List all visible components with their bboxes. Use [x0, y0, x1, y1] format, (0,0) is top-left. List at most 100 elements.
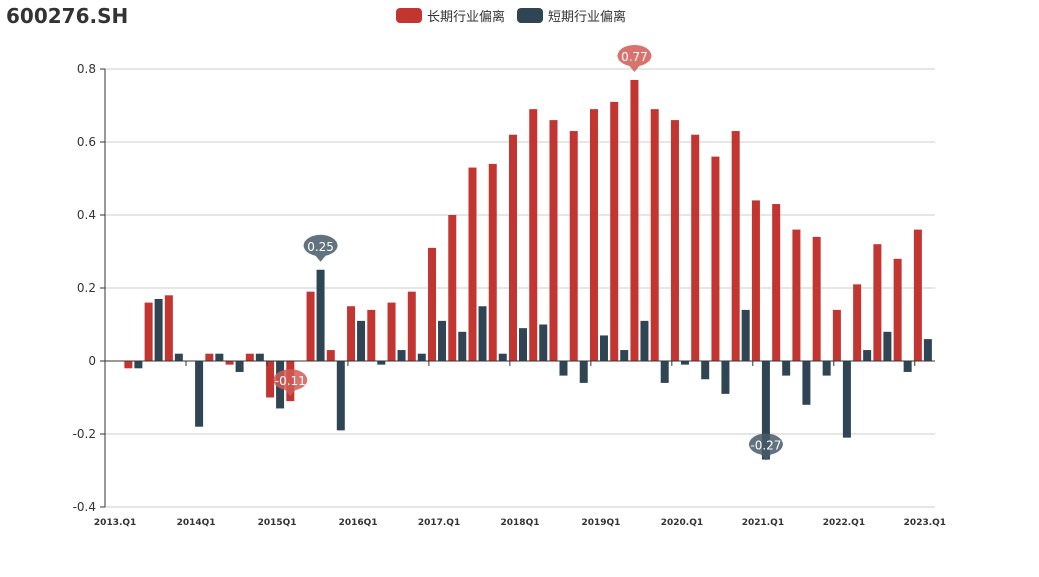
bar-long-term: [347, 306, 356, 361]
bar-short-term: [923, 339, 932, 361]
bar-long-term: [812, 236, 821, 361]
bar-long-term: [428, 247, 437, 361]
x-tick-label: 2016Q1: [339, 518, 378, 528]
bar-short-term: [215, 353, 224, 361]
bar-short-term: [255, 353, 264, 361]
bar-short-term: [782, 361, 791, 376]
bar-long-term: [792, 229, 801, 361]
bar-short-term: [863, 350, 872, 361]
x-tick-label: 2020.Q1: [661, 518, 703, 528]
bar-short-term: [154, 298, 163, 361]
bar-long-term: [245, 353, 254, 361]
bar-short-term: [599, 335, 608, 361]
legend-label-long-term: 长期行业偏离: [427, 10, 506, 25]
x-tick-label: 2014Q1: [177, 518, 216, 528]
bar-long-term: [893, 258, 902, 361]
legend-swatch-long-term: [396, 8, 422, 23]
legend-item-long-term[interactable]: 长期行业偏离: [396, 6, 505, 25]
bar-short-term: [761, 361, 770, 460]
bar-short-term: [903, 361, 912, 372]
marker-label-max: 0.77: [621, 50, 648, 64]
legend-swatch-short-term: [517, 8, 544, 23]
bar-long-term: [630, 79, 639, 361]
bar-long-term: [549, 120, 558, 361]
y-tick-label: 0.8: [77, 62, 96, 76]
y-tick-label: 0.6: [77, 135, 96, 149]
bar-long-term: [306, 291, 315, 361]
marker-pin-min: [748, 433, 783, 461]
bar-long-term: [448, 215, 457, 361]
chart-title: 600276.SH: [6, 4, 129, 28]
bar-long-term: [650, 109, 659, 362]
bar-long-term: [205, 353, 214, 361]
bar-short-term: [235, 361, 244, 372]
legend-label-short-term: 短期行业偏离: [548, 10, 627, 25]
legend: 长期行业偏离 短期行业偏离: [396, 6, 626, 25]
bar-long-term: [407, 291, 416, 361]
x-tick-label: 2021.Q1: [742, 518, 784, 528]
bar-short-term: [377, 361, 386, 365]
bar-long-term: [691, 134, 700, 361]
bar-long-term: [326, 350, 335, 361]
x-tick-label: 2017.Q1: [418, 518, 460, 528]
x-tick-label: 2015Q1: [258, 518, 297, 528]
marker-pin-min: [273, 369, 308, 397]
bar-short-term: [721, 361, 730, 394]
bar-long-term: [529, 109, 538, 362]
legend-item-short-term[interactable]: 短期行业偏离: [517, 6, 626, 25]
bar-short-term: [559, 361, 568, 376]
bar-long-term: [509, 134, 517, 361]
x-tick-label: 2019Q1: [581, 518, 620, 528]
bar-long-term: [488, 163, 497, 361]
bar-short-term: [579, 361, 588, 383]
bar-long-term: [164, 295, 173, 361]
bar-short-term: [883, 331, 892, 361]
x-tick-label: 2013.Q1: [94, 518, 136, 528]
y-tick-label: 0.4: [77, 208, 96, 222]
marker-label-min: -0.27: [750, 439, 781, 453]
bar-short-term: [134, 361, 143, 369]
y-tick-label: 0.2: [77, 281, 96, 295]
bar-short-term: [357, 320, 366, 361]
x-tick-label: 2018Q1: [501, 518, 540, 528]
y-tick-label: -0.4: [73, 500, 96, 514]
bar-short-term: [802, 361, 811, 405]
bar-short-term: [842, 361, 851, 438]
bar-short-term: [478, 306, 487, 361]
bar-long-term: [913, 229, 922, 361]
bar-short-term: [417, 353, 426, 361]
bar-long-term: [853, 284, 862, 361]
bar-short-term: [680, 361, 689, 365]
marker-label-min: -0.11: [275, 374, 306, 388]
marker-label-max: 0.25: [307, 240, 334, 254]
bar-short-term: [397, 350, 406, 361]
y-tick-label: -0.2: [73, 427, 96, 441]
bar-short-term: [620, 350, 629, 361]
bar-long-term: [711, 156, 720, 361]
bar-long-term: [832, 309, 841, 361]
bar-long-term: [367, 309, 376, 361]
marker-pin-max: [303, 234, 338, 262]
bar-short-term: [438, 320, 447, 361]
bar-long-term: [731, 131, 740, 361]
bar-long-term: [225, 361, 234, 365]
bar-short-term: [539, 324, 548, 361]
bar-long-term: [569, 131, 578, 361]
bar-long-term: [124, 361, 133, 369]
bar-short-term: [498, 353, 507, 361]
bar-short-term: [822, 361, 831, 376]
bar-long-term: [873, 244, 882, 361]
bar-short-term: [519, 328, 527, 361]
marker-pin-max: [617, 44, 652, 72]
bar-long-term: [610, 101, 619, 361]
bar-long-term: [266, 361, 275, 398]
bar-long-term: [751, 200, 760, 361]
bar-long-term: [468, 167, 477, 361]
bar-short-term: [195, 361, 204, 427]
bar-short-term: [660, 361, 669, 383]
x-tick-label: 2023.Q1: [904, 518, 946, 528]
bar-short-term: [701, 361, 710, 380]
bar-short-term: [458, 331, 467, 361]
bar-long-term: [670, 120, 679, 361]
